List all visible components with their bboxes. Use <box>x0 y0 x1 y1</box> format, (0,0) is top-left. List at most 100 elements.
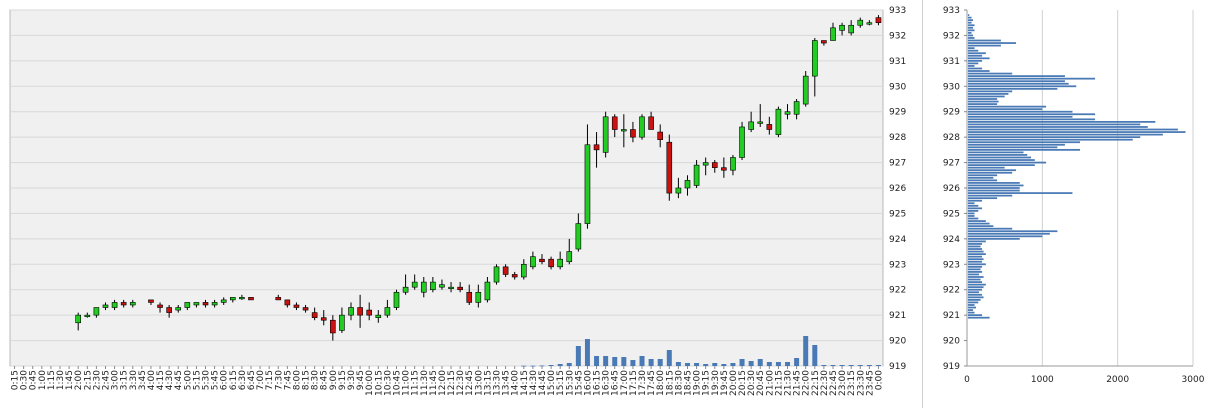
x-tick-label: 19:15 <box>702 370 712 396</box>
profile-bar <box>968 184 1024 187</box>
y-tick-label: 931 <box>943 57 960 67</box>
x-tick-label: 10:30 <box>383 370 393 396</box>
profile-bar <box>968 309 974 311</box>
volume-bar <box>857 365 863 366</box>
x-tick-label: 7:15 <box>265 370 275 390</box>
candle-body <box>193 302 200 306</box>
candle-body <box>830 27 836 41</box>
profile-bar <box>968 75 1065 78</box>
candle-body <box>466 291 473 303</box>
x-tick-label: 23:45 <box>865 370 875 396</box>
candle-body <box>548 258 554 268</box>
volume-bar <box>703 364 709 366</box>
volume-bar <box>839 365 845 366</box>
x-tick-label: 2000 <box>1106 375 1129 385</box>
candle-body <box>775 108 782 135</box>
profile-bar <box>968 90 1013 93</box>
candle-body <box>693 164 700 186</box>
profile-bar <box>968 26 974 29</box>
profile-bar <box>968 77 1096 80</box>
profile-bar <box>968 283 986 286</box>
profile-bar <box>968 220 986 222</box>
profile-bar <box>968 98 998 100</box>
profile-bar <box>968 128 1178 131</box>
candle-body <box>211 302 218 306</box>
x-tick-label: 1:30 <box>56 370 66 390</box>
profile-bar <box>968 123 1141 126</box>
profile-bar <box>968 268 981 271</box>
profile-bar <box>968 217 979 220</box>
profile-bar <box>968 151 1024 154</box>
volume-bar <box>666 350 672 366</box>
x-tick-label: 16:00 <box>583 370 593 396</box>
volume-bar <box>766 362 772 366</box>
x-tick-label: 16:30 <box>602 370 612 396</box>
candle-body <box>120 302 127 306</box>
x-tick-label: 19:30 <box>711 370 721 396</box>
x-tick-label: 22:00 <box>802 370 812 396</box>
y-tick-label: 922 <box>889 286 906 296</box>
volume-bar <box>821 365 827 366</box>
profile-bar <box>968 126 1148 128</box>
y-tick-label: 926 <box>943 184 960 194</box>
x-tick-label: 12:00 <box>438 370 448 396</box>
profile-bar <box>968 255 983 258</box>
candle-body <box>802 75 809 105</box>
profile-bar <box>968 24 975 27</box>
profile-bar <box>968 141 1080 144</box>
x-tick-label: 8:00 <box>292 370 302 390</box>
candle-body <box>166 307 172 313</box>
x-tick-label: 13:45 <box>502 370 512 396</box>
x-tick-label: 1:00 <box>38 370 48 390</box>
x-tick-label: 21:00 <box>765 370 775 396</box>
candle-body <box>702 162 709 166</box>
candle-body <box>311 312 318 318</box>
candle-body <box>621 129 627 132</box>
profile-bar <box>968 311 975 314</box>
profile-bar <box>968 260 983 263</box>
volume-bar <box>612 357 618 366</box>
volume-bar <box>530 365 536 367</box>
volume-bar <box>657 359 663 366</box>
profile-bar <box>968 304 975 306</box>
x-tick-label: 1:15 <box>47 370 57 390</box>
candle-body <box>493 266 500 283</box>
profile-bar <box>968 105 1047 108</box>
candle-body <box>348 307 354 316</box>
x-tick-label: 19:00 <box>693 370 703 396</box>
profile-bar <box>968 204 979 207</box>
x-tick-label: 20:45 <box>756 370 766 396</box>
profile-bar <box>968 286 984 289</box>
profile-bar <box>968 263 986 266</box>
candle-body <box>411 281 418 288</box>
x-tick-label: 14:45 <box>538 370 548 396</box>
x-tick-label: 6:15 <box>229 370 239 390</box>
profile-bar <box>968 182 1020 184</box>
x-tick-label: 8:15 <box>302 370 312 390</box>
candle-body <box>657 131 664 140</box>
profile-bar <box>968 314 983 317</box>
profile-bar <box>968 59 983 62</box>
candle-body <box>739 126 745 158</box>
x-tick-label: 15:15 <box>556 370 566 396</box>
profile-bar <box>968 93 1009 95</box>
y-tick-label: 925 <box>889 209 906 219</box>
candle-body <box>684 180 691 189</box>
candle-body <box>566 251 573 263</box>
candle-body <box>502 266 509 275</box>
volume-bar <box>694 363 700 366</box>
y-tick-label: 924 <box>889 235 906 245</box>
volume-bar <box>648 359 654 366</box>
x-tick-label: 13:00 <box>474 370 484 396</box>
profile-bar <box>968 235 1043 238</box>
candle-body <box>384 307 391 316</box>
x-tick-label: 23:00 <box>838 370 848 396</box>
volume-bar <box>730 363 736 366</box>
profile-bar <box>968 72 1013 75</box>
candle-body <box>520 263 527 278</box>
y-tick-label: 933 <box>943 6 960 16</box>
volume-bar <box>684 363 690 366</box>
profile-bar <box>968 62 979 65</box>
x-tick-label: 5:45 <box>211 370 221 390</box>
x-tick-label: 15:30 <box>565 370 575 396</box>
